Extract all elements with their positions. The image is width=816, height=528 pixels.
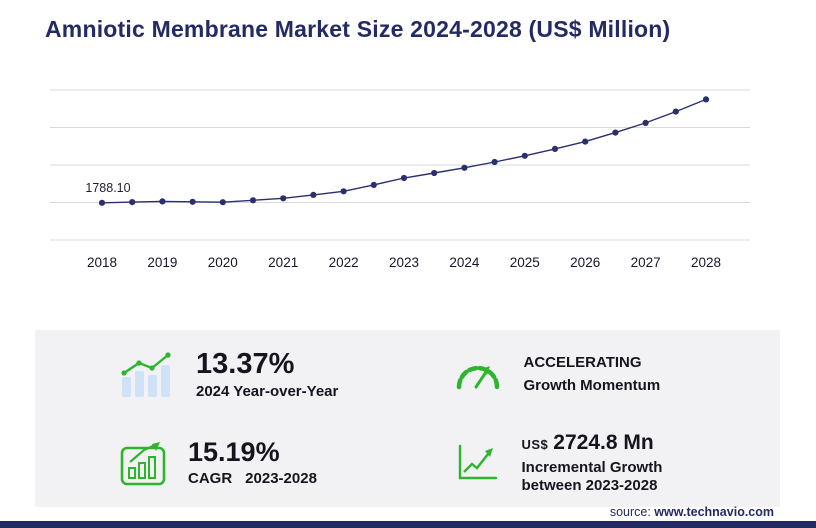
chart-point bbox=[491, 158, 498, 166]
chart-point bbox=[551, 145, 559, 152]
chart-point bbox=[461, 164, 468, 171]
x-tick-label: 2025 bbox=[510, 255, 540, 270]
x-tick-label: 2021 bbox=[268, 255, 298, 270]
page-title: Amniotic Membrane Market Size 2024-2028 … bbox=[45, 16, 671, 42]
cagr-value: 15.19% bbox=[188, 437, 280, 468]
stat-yoy: 13.37% 2024 Year-over-Year bbox=[35, 330, 408, 419]
first-point-label: 1788.10 bbox=[85, 181, 130, 195]
chart-point bbox=[672, 108, 679, 115]
chart-point bbox=[219, 199, 226, 206]
chart-point bbox=[642, 119, 649, 126]
chart-point bbox=[521, 152, 528, 159]
cagr-label-text: CAGR bbox=[188, 470, 233, 488]
chart-point bbox=[280, 195, 287, 202]
stat-momentum: ACCELERATING Growth Momentum bbox=[408, 330, 781, 419]
footer-bar bbox=[0, 521, 816, 528]
source-attribution: source: www.technavio.com bbox=[610, 505, 774, 519]
stats-panel: 13.37% 2024 Year-over-Year ACCELERATING … bbox=[35, 330, 780, 507]
chart-point bbox=[370, 181, 377, 188]
market-chart: 1788.10 2018 2019 2020 2021 2022 2023 2024 2025 2… bbox=[50, 89, 750, 270]
chart-point bbox=[400, 174, 408, 182]
chart-point bbox=[129, 199, 136, 206]
source-url: www.technavio.com bbox=[654, 505, 774, 519]
incremental-currency: US$ bbox=[521, 437, 549, 453]
chart-point bbox=[582, 138, 589, 145]
speedometer-icon bbox=[454, 354, 502, 394]
x-tick-label: 2024 bbox=[449, 255, 480, 270]
cagr-range: 2023-2028 bbox=[245, 470, 317, 488]
chart-point bbox=[159, 198, 166, 205]
x-tick-label: 2023 bbox=[389, 255, 419, 270]
chart-point bbox=[702, 96, 710, 103]
x-tick-label: 2019 bbox=[147, 255, 177, 270]
x-tick-label: 2022 bbox=[329, 255, 359, 270]
incremental-growth-icon bbox=[454, 442, 500, 484]
cagr-label: CAGR 2023-2028 bbox=[188, 470, 317, 487]
chart-point bbox=[249, 197, 257, 204]
source-prefix: source: bbox=[609, 505, 651, 519]
chart-area: 1788.10 2018 2019 2020 2021 2022 2023 2024 2025 2… bbox=[50, 75, 750, 280]
x-tick-label: 2020 bbox=[208, 255, 238, 270]
chart-point bbox=[189, 198, 196, 205]
chart-point bbox=[612, 129, 619, 136]
chart-point bbox=[340, 188, 347, 195]
incremental-value-line: US$ 2724.8 Mn bbox=[522, 431, 663, 455]
momentum-line1: ACCELERATING bbox=[523, 354, 642, 371]
cagr-chart-icon bbox=[120, 440, 166, 486]
yoy-value: 13.37% bbox=[196, 347, 295, 380]
x-tick-label: 2027 bbox=[631, 255, 661, 270]
chart-point bbox=[310, 191, 317, 198]
bar-chart-growth-icon bbox=[120, 351, 174, 398]
chart-point bbox=[98, 199, 106, 206]
yoy-label: 2024 Year-over-Year bbox=[196, 382, 339, 400]
x-tick-label: 2018 bbox=[87, 255, 117, 270]
incremental-value: 2724.8 Mn bbox=[553, 431, 654, 455]
incremental-label-line1: Incremental Growth bbox=[521, 459, 663, 477]
incremental-label-line2: between 2023-2028 bbox=[521, 477, 658, 495]
stat-cagr: 15.19% CAGR 2023-2028 bbox=[35, 419, 408, 508]
chart-point bbox=[431, 169, 438, 177]
market-size-line bbox=[101, 98, 707, 204]
x-tick-label: 2026 bbox=[570, 255, 600, 270]
x-tick-label: 2028 bbox=[691, 255, 721, 270]
stat-incremental: US$ 2724.8 Mn Incremental Growth between … bbox=[408, 419, 781, 508]
momentum-line2: Growth Momentum bbox=[523, 377, 661, 395]
